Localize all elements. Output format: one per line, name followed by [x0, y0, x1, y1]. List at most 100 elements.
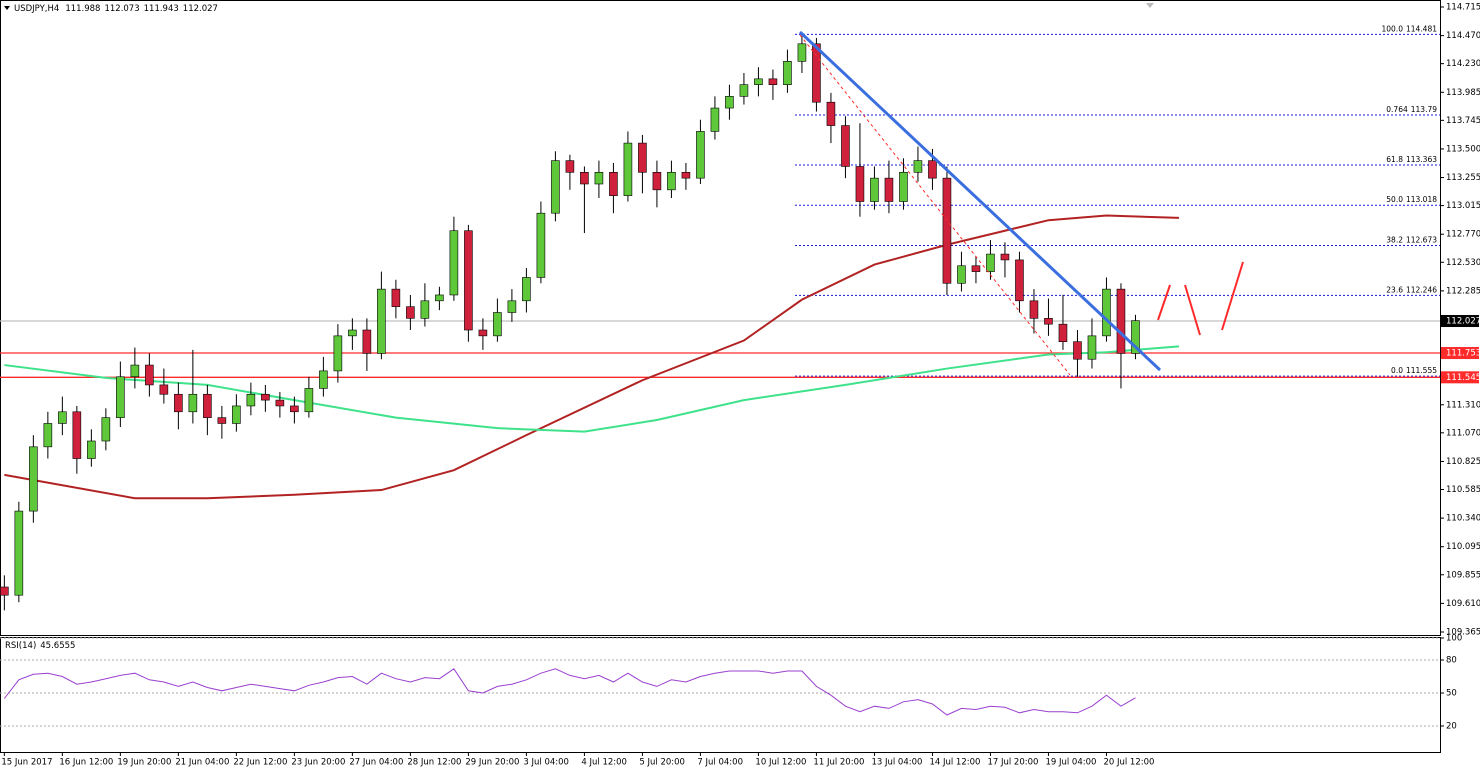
rsi-panel	[0, 637, 1441, 753]
high: 112.073	[104, 4, 139, 14]
fib-ratio: 100.0	[1382, 24, 1404, 33]
candle-body	[1087, 335, 1097, 360]
price-label: 111.545	[1446, 373, 1480, 383]
price-label-box	[1441, 347, 1479, 360]
candle-body	[232, 405, 241, 424]
fib-price: 113.363	[1406, 155, 1437, 164]
candle-body	[1015, 259, 1024, 302]
y-tick-label: 20	[1446, 722, 1457, 732]
x-tick-label: 11 Jul 20:00	[813, 758, 864, 768]
candle-body	[304, 388, 314, 413]
symbol: USDJPY,H4	[14, 4, 59, 14]
candle-body	[855, 166, 865, 202]
candle-body	[290, 405, 299, 413]
y-tick-label: 109.610	[1446, 599, 1480, 609]
candle-body	[638, 142, 647, 173]
candle-body	[246, 393, 256, 407]
x-tick-label: 28 Jun 12:00	[407, 758, 461, 768]
fib-price: 112.673	[1406, 236, 1437, 245]
candle-body	[391, 288, 401, 307]
price-label-box	[1441, 315, 1479, 328]
low: 111.943	[144, 4, 179, 14]
y-tick-label: 112.285	[1446, 286, 1480, 296]
candle-body	[522, 277, 531, 302]
candle-body	[681, 172, 691, 179]
fib-ratio: 61.8	[1386, 155, 1403, 164]
candle-body	[884, 177, 894, 202]
candle-body	[101, 417, 111, 442]
x-tick-label: 4 Jul 12:00	[581, 758, 627, 768]
candle-body	[72, 411, 82, 459]
x-tick-label: 7 Jul 04:00	[697, 758, 743, 768]
x-tick-label: 16 Jun 12:00	[59, 758, 113, 768]
candle-body	[928, 160, 937, 179]
header: USDJPY,H4 111.988 112.073 111.943 112.027	[14, 4, 218, 14]
candle-body	[710, 107, 720, 132]
candle-body	[0, 586, 9, 596]
candle-body	[899, 172, 908, 202]
y-tick-label: 50	[1446, 689, 1457, 699]
candle-body	[986, 253, 995, 272]
candle-body	[159, 384, 169, 395]
fib-label: 23.6 112.246	[1386, 285, 1437, 294]
candle-body	[333, 335, 343, 372]
candle-body	[1131, 320, 1140, 354]
x-tick-label: 17 Jul 20:00	[987, 758, 1038, 768]
candle-body	[609, 172, 618, 196]
rsi-title: RSI(14)	[5, 641, 36, 651]
y-tick-label: 113.985	[1446, 88, 1480, 98]
candle-body	[493, 312, 502, 337]
fib-ratio: 23.6	[1386, 285, 1403, 294]
candle-body	[449, 230, 459, 296]
candle-body	[348, 329, 357, 337]
candle-body	[957, 265, 966, 284]
candle-body	[826, 101, 836, 126]
fib-label: 61.8 113.363	[1386, 155, 1437, 164]
rsi-value: 45.6555	[40, 641, 75, 651]
candle-body	[942, 177, 952, 284]
open: 111.988	[65, 4, 100, 14]
rsi-header: RSI(14) 45.6555	[5, 641, 75, 651]
candle-body	[43, 423, 53, 448]
candle-body	[652, 172, 662, 191]
candle-body	[870, 177, 879, 202]
fib-ratio: 38.2	[1386, 236, 1403, 245]
price-label-box	[1441, 371, 1479, 384]
candle-body	[217, 417, 227, 424]
forecast-line	[1157, 284, 1171, 321]
forecast-line	[1221, 261, 1244, 331]
candle-body	[725, 96, 734, 109]
candle-body	[551, 160, 560, 214]
candle-body	[116, 376, 125, 418]
candle-body	[188, 393, 198, 413]
candle-body	[971, 265, 981, 272]
candle-body	[420, 300, 430, 319]
candle-body	[797, 43, 807, 62]
candle-body	[1102, 288, 1111, 337]
candle-body	[377, 288, 386, 354]
candle-body	[812, 43, 821, 103]
candle-body	[768, 78, 778, 85]
fib-base-line	[799, 34, 1071, 376]
candle-body	[667, 172, 676, 191]
candle-body	[87, 440, 96, 459]
candle-body	[174, 393, 183, 413]
main-panel	[0, 0, 1441, 636]
y-tick-label: 110.585	[1446, 485, 1480, 495]
fib-ratio: 0.0	[1391, 366, 1403, 375]
candle-body	[478, 329, 488, 337]
candle-body	[739, 84, 749, 97]
candle-body	[696, 131, 705, 179]
forecast-line	[1184, 284, 1201, 336]
candle-body	[565, 160, 575, 173]
fib-ratio: 50.0	[1386, 195, 1403, 204]
candle-body	[203, 393, 212, 418]
candle-body	[913, 160, 923, 173]
fib-price: 113.79	[1411, 105, 1437, 114]
price-label: 112.027	[1446, 317, 1480, 327]
y-tick-label: 109.855	[1446, 570, 1480, 580]
fib-label: 38.2 112.673	[1386, 236, 1437, 245]
x-tick-label: 19 Jun 20:00	[117, 758, 171, 768]
x-tick-label: 3 Jul 04:00	[523, 758, 569, 768]
